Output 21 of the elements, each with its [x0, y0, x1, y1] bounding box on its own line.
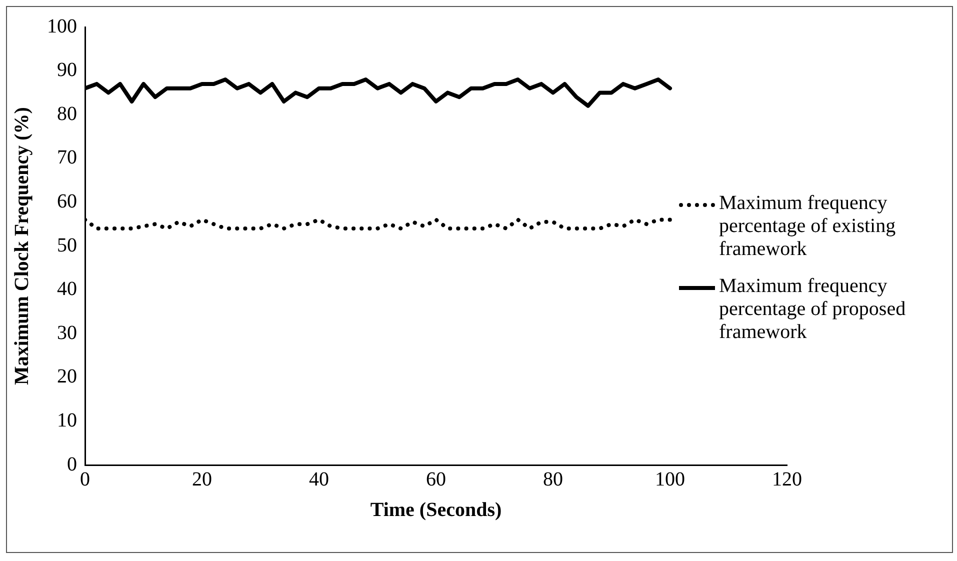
- legend-label: Maximum frequency percentage of existing framework: [719, 192, 897, 261]
- y-tick-label: 90: [57, 59, 77, 82]
- y-tick-label: 100: [47, 15, 77, 38]
- y-tick-label: 30: [57, 322, 77, 344]
- x-tick-label: 20: [192, 468, 212, 490]
- x-tick-label: 80: [543, 468, 563, 490]
- y-tick-label: 0: [67, 453, 77, 476]
- y-tick-label: 80: [57, 102, 77, 125]
- y-tick-label: 20: [57, 366, 77, 388]
- x-axis-title: Time (Seconds): [370, 499, 502, 522]
- y-tick-label: 60: [57, 190, 77, 212]
- y-tick-label: 70: [57, 146, 77, 169]
- x-tick-label: 100: [655, 468, 685, 490]
- x-tick-label: 60: [426, 468, 446, 490]
- y-tick-label: 10: [57, 409, 77, 432]
- legend-label: Maximum frequency percentage of proposed framework: [719, 275, 907, 344]
- y-axis-title: Maximum Clock Frequency (%): [11, 107, 34, 385]
- y-tick-label: 50: [57, 234, 77, 256]
- x-tick-label: 40: [309, 468, 329, 490]
- y-tick-label: 40: [57, 278, 77, 300]
- x-tick-label: 120: [772, 468, 802, 490]
